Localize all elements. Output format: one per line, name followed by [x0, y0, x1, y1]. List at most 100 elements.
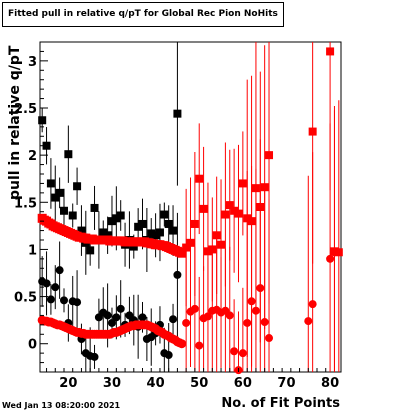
data-point: [308, 300, 317, 309]
data-point: [177, 339, 187, 349]
data-point: [186, 238, 195, 247]
data-point: [90, 203, 99, 212]
data-point: [260, 318, 269, 327]
data-point: [173, 109, 182, 118]
x-tick-label: 40: [147, 376, 165, 391]
data-point: [138, 219, 147, 228]
data-point: [42, 279, 51, 288]
data-point: [64, 150, 73, 159]
data-point: [203, 247, 212, 256]
data-point: [38, 116, 47, 125]
data-point: [99, 228, 108, 237]
data-point: [234, 209, 243, 218]
data-point: [51, 283, 60, 292]
series-2: [37, 213, 187, 258]
data-point: [164, 351, 173, 360]
series-3: [37, 315, 187, 349]
data-point: [169, 226, 178, 235]
data-point: [138, 313, 147, 322]
y-tick-label: 3: [28, 55, 37, 70]
data-point: [103, 311, 112, 320]
data-point: [116, 304, 125, 313]
data-point: [260, 183, 269, 192]
data-point: [90, 352, 99, 361]
axis-layer: 20 30 40 50 60 70 80 0 0.5 1 1.5 2 2.5 3: [14, 41, 339, 391]
x-tick-label: 60: [234, 376, 252, 391]
data-point: [238, 349, 247, 358]
data-point: [151, 231, 160, 240]
data-point: [195, 341, 204, 350]
data-point: [182, 318, 191, 327]
data-point: [73, 182, 82, 191]
plot-frame: [39, 41, 342, 373]
data-point: [334, 248, 343, 257]
data-point: [107, 217, 116, 226]
data-point: [326, 254, 335, 263]
y-axis-label: pull in relative q/pT: [7, 45, 23, 200]
data-point: [46, 179, 55, 188]
y-tick-label: 1.5: [14, 196, 37, 211]
data-point: [190, 219, 199, 228]
data-point: [326, 47, 335, 56]
x-tick-label: 50: [190, 376, 208, 391]
y-tick-label: 2: [28, 149, 37, 164]
x-tick-label: 30: [103, 376, 121, 391]
data-point: [225, 201, 234, 210]
data-point: [225, 311, 234, 320]
data-point: [238, 179, 247, 188]
x-tick-label: 70: [277, 376, 295, 391]
data-point: [265, 334, 274, 343]
y-tick-label: 1: [28, 243, 37, 258]
data-point: [199, 204, 208, 213]
data-point: [230, 206, 239, 215]
data-point: [129, 242, 138, 251]
data-point: [59, 206, 68, 215]
data-point: [330, 248, 339, 257]
data-point: [46, 295, 55, 304]
chart-title: Fitted pull in relative q/pT for Global …: [2, 2, 284, 27]
data-point: [212, 231, 221, 240]
data-point: [195, 174, 204, 183]
data-point: [304, 317, 313, 326]
data-point: [256, 284, 265, 293]
data-point: [221, 210, 230, 219]
data-point: [251, 306, 260, 315]
y-tick-label: 2.5: [14, 102, 37, 117]
data-point: [164, 219, 173, 228]
data-point: [107, 318, 116, 327]
x-axis-label: No. of Fit Points: [221, 396, 340, 411]
y-tick-label: 0: [28, 338, 37, 353]
data-point: [134, 222, 143, 231]
data-point: [243, 318, 252, 327]
data-point: [116, 211, 125, 220]
data-point: [86, 246, 95, 255]
data-point: [55, 188, 64, 197]
x-tick-label: 20: [59, 376, 77, 391]
data-point: [112, 214, 121, 223]
data-point: [190, 304, 199, 313]
data-point: [147, 229, 156, 238]
y-tick-label: 0.5: [14, 291, 37, 306]
data-point: [55, 266, 64, 275]
data-point: [182, 243, 191, 252]
data-point: [230, 347, 239, 356]
data-point: [247, 297, 256, 306]
data-point: [112, 313, 121, 322]
data-point: [103, 231, 112, 240]
data-point: [203, 312, 212, 321]
data-point: [68, 211, 77, 220]
data-point: [73, 298, 82, 307]
data-point: [42, 141, 51, 150]
series-1: [38, 212, 182, 372]
data-point: [173, 270, 182, 279]
data-point: [77, 226, 86, 235]
x-tick-label: 80: [321, 376, 339, 391]
data-point: [59, 296, 68, 305]
series-5: [182, 110, 339, 375]
data-point: [160, 210, 169, 219]
data-point: [177, 248, 187, 258]
data-point: [169, 315, 178, 324]
data-point: [51, 193, 60, 202]
date-stamp: Wed Jan 13 08:20:00 2021: [2, 401, 121, 410]
